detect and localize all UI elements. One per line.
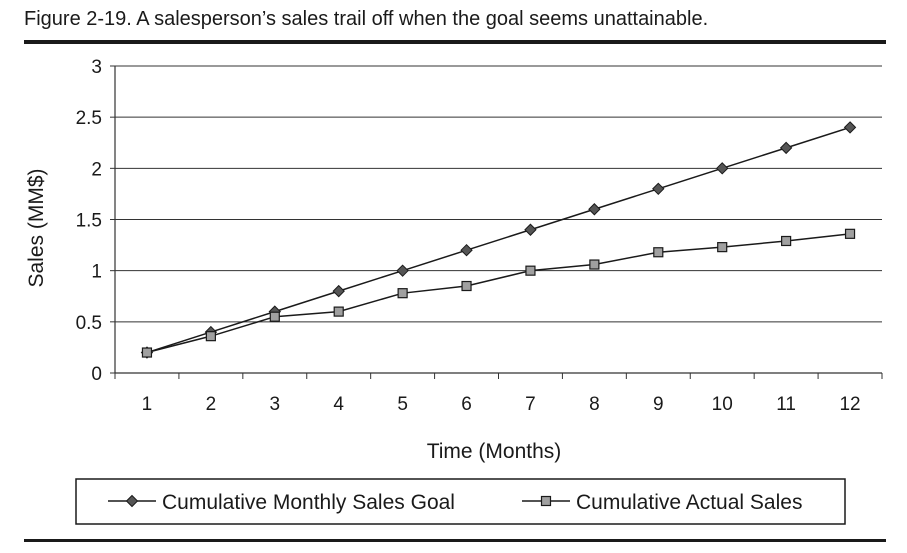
data-point [588, 203, 601, 216]
x-tick-label: 6 [461, 394, 472, 415]
data-point [269, 311, 280, 322]
y-tick-label: 0 [91, 364, 102, 385]
data-point [525, 265, 536, 276]
x-tick-label: 3 [270, 394, 281, 415]
data-point [332, 284, 345, 298]
x-tick-label: 8 [589, 394, 600, 415]
y-tick-label: 2 [91, 159, 102, 180]
legend: Cumulative Monthly Sales Goal Cumulative … [75, 478, 846, 525]
figure-caption: Figure 2-19. A salesperson’s sales trail… [24, 8, 709, 30]
data-point [779, 141, 793, 155]
data-point [589, 259, 600, 270]
legend-label: Cumulative Actual Sales [576, 491, 802, 514]
data-point [652, 182, 665, 196]
data-point [460, 243, 473, 257]
gridlines [115, 65, 882, 323]
x-tick-label: 10 [712, 394, 733, 415]
y-tick-label: 1 [91, 262, 102, 283]
legend-marker [540, 495, 552, 507]
series-actual [141, 228, 856, 358]
x-tick-label: 9 [653, 394, 664, 415]
data-point [653, 247, 664, 258]
data-point [717, 242, 728, 253]
data-point [396, 264, 409, 277]
x-tick-label: 7 [525, 394, 536, 415]
legend-label: Cumulative Monthly Sales Goal [162, 491, 455, 514]
x-tick-label: 11 [776, 394, 796, 415]
bottom-rule [24, 539, 886, 542]
data-point [333, 306, 344, 317]
data-point [844, 228, 856, 239]
y-axis-title: Sales (MM$) [25, 168, 48, 287]
series-layer [140, 121, 857, 359]
tick-labels: 00.511.522.531 2 3 4 5 6 7 8 9 10 11 12 [76, 57, 861, 415]
x-tick-label: 12 [839, 394, 860, 415]
data-point [141, 347, 153, 358]
x-axis-title: Time (Months) [427, 440, 562, 463]
x-tick-label: 4 [333, 394, 344, 415]
data-point [397, 288, 408, 299]
data-point [524, 223, 537, 236]
data-point [205, 331, 216, 342]
legend-marker [125, 494, 139, 508]
series-line [146, 126, 851, 354]
legend-box [75, 478, 846, 525]
x-tick-label: 5 [397, 394, 408, 415]
data-point [461, 280, 472, 292]
y-tick-label: 1.5 [76, 211, 102, 232]
data-point [781, 235, 792, 247]
data-point [716, 162, 729, 175]
top-rule [24, 40, 886, 44]
axes [110, 65, 883, 379]
y-tick-label: 0.5 [76, 313, 102, 334]
x-tick-label: 2 [206, 394, 217, 415]
y-tick-label: 3 [91, 57, 102, 78]
x-tick-label: 1 [142, 394, 153, 415]
series-goal [140, 121, 857, 359]
data-point [843, 121, 857, 134]
y-tick-label: 2.5 [76, 108, 102, 129]
series-line [146, 233, 851, 354]
